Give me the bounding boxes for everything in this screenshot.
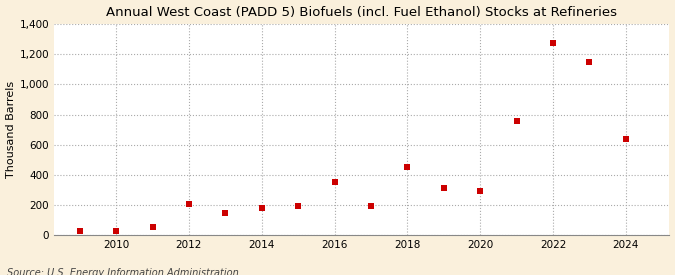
Title: Annual West Coast (PADD 5) Biofuels (incl. Fuel Ethanol) Stocks at Refineries: Annual West Coast (PADD 5) Biofuels (inc… [107, 6, 618, 18]
Y-axis label: Thousand Barrels: Thousand Barrels [5, 81, 16, 178]
Text: Source: U.S. Energy Information Administration: Source: U.S. Energy Information Administ… [7, 268, 238, 275]
